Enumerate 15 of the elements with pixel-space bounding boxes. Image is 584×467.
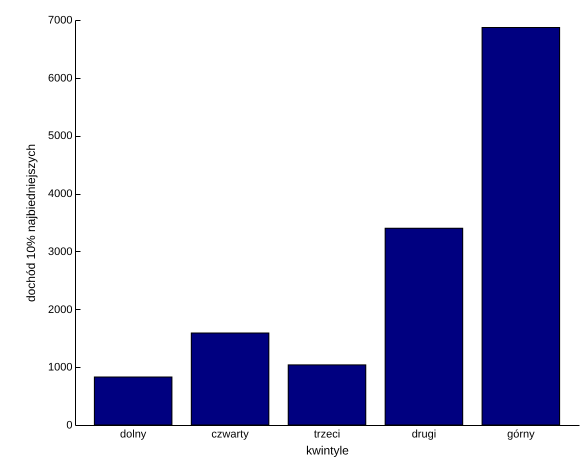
x-axis-title: kwintyle <box>306 444 350 458</box>
y-tick-label: 1000 <box>48 362 72 374</box>
y-tick-label: 3000 <box>48 246 72 258</box>
y-tick-label: 6000 <box>48 72 72 84</box>
y-tick-label: 2000 <box>48 304 72 316</box>
y-tick-label: 7000 <box>48 14 72 26</box>
y-tick-label: 4000 <box>48 188 72 200</box>
y-tick-label: 5000 <box>48 130 72 142</box>
x-tick-label: czwarty <box>211 428 250 440</box>
y-tick-label: 0 <box>66 420 72 432</box>
y-axis-title: dochód 10% najbiedniejszych <box>24 144 38 302</box>
x-tick-label: drugi <box>412 428 436 440</box>
x-tick-label: górny <box>507 428 536 440</box>
x-tick-label: trzeci <box>314 428 340 440</box>
x-tick-label: dolny <box>120 428 147 440</box>
